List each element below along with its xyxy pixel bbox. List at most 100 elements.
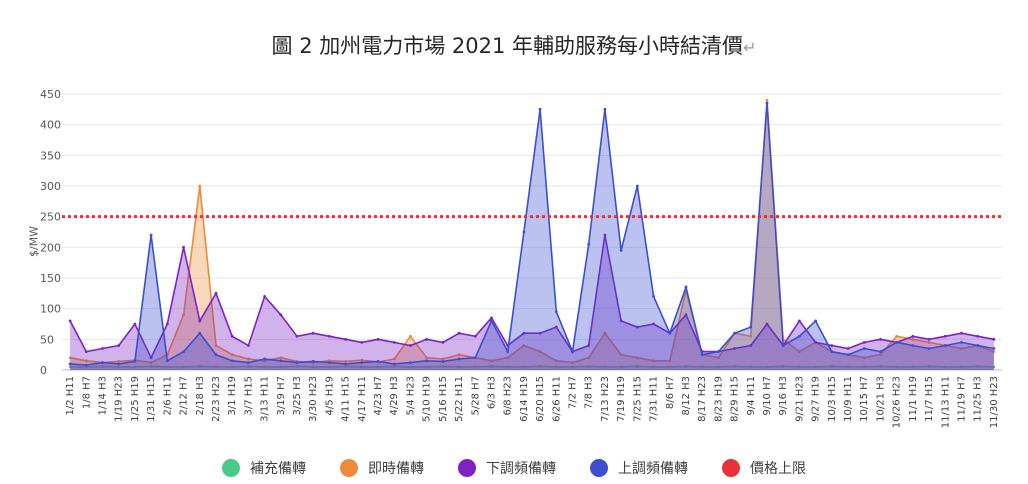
data-point [328, 365, 331, 369]
data-point [943, 334, 947, 338]
legend: 補充備轉 即時備轉 下調頻備轉 上調頻備轉 價格上限 [0, 458, 1028, 478]
data-point [68, 365, 72, 369]
data-point [473, 356, 477, 360]
data-point [165, 359, 169, 363]
data-point [976, 334, 980, 338]
legend-marker-icon [722, 459, 740, 477]
y-tick-labels: 0 50 100 150 200 250 300 350 400 450 [40, 88, 61, 377]
data-point [425, 337, 429, 341]
series-line [70, 365, 994, 368]
x-tick-label: 4/11 H15 [341, 376, 352, 422]
data-point [911, 365, 915, 369]
x-tick-label: 6/26 H11 [551, 376, 562, 422]
data-point [684, 285, 688, 289]
data-point [879, 350, 882, 353]
data-point [344, 364, 348, 368]
data-point [652, 295, 655, 298]
data-point [927, 364, 931, 368]
data-point [214, 365, 218, 369]
x-tick-label: 11/7 H15 [924, 376, 935, 422]
legend-marker-icon [222, 459, 240, 477]
x-tick-label: 8/12 H3 [681, 376, 692, 416]
data-point [733, 347, 736, 350]
x-tick-label: 4/5 H19 [324, 376, 335, 416]
data-point [246, 344, 250, 347]
data-point [68, 356, 72, 360]
x-tick-label: 9/4 H11 [746, 376, 757, 416]
x-tick-label: 6/20 H15 [535, 376, 546, 422]
data-point [198, 319, 202, 323]
data-point [344, 337, 348, 341]
data-point [117, 362, 121, 366]
data-point [133, 322, 137, 326]
data-point [554, 325, 558, 329]
data-point [230, 365, 234, 369]
data-point [165, 365, 169, 369]
data-point [700, 365, 704, 369]
x-tick-label: 11/25 H3 [973, 376, 984, 422]
data-point [587, 356, 591, 360]
data-point [992, 347, 996, 350]
x-tick-label: 1/25 H19 [130, 376, 141, 422]
data-point [862, 347, 866, 350]
data-point [149, 364, 153, 368]
x-tick-label: 2/6 H11 [162, 376, 173, 416]
data-point [765, 322, 769, 326]
x-tick-label: 5/28 H7 [470, 376, 481, 416]
data-point [230, 359, 234, 363]
data-point [344, 362, 348, 366]
x-tick-label: 2/18 H3 [195, 376, 206, 416]
data-point [522, 230, 526, 234]
data-point [360, 361, 364, 365]
x-tick-label: 3/30 H23 [308, 376, 319, 422]
data-point [149, 361, 153, 365]
data-point [263, 295, 266, 298]
data-point [214, 344, 218, 347]
x-tick-label: 3/19 H7 [276, 376, 287, 416]
legend-label: 價格上限 [750, 461, 806, 477]
data-point [911, 337, 915, 341]
data-point [295, 361, 299, 365]
data-point [230, 334, 234, 338]
data-point [668, 331, 672, 335]
data-point [344, 360, 348, 363]
data-point [716, 365, 720, 369]
data-point [571, 361, 574, 365]
data-point [879, 353, 882, 357]
data-point [279, 356, 283, 360]
x-tick-label: 8/23 H19 [713, 376, 724, 422]
data-point [198, 331, 202, 335]
data-point [862, 356, 866, 360]
data-point [895, 365, 899, 369]
x-tick-label: 7/31 H11 [649, 376, 660, 422]
data-point [328, 361, 331, 365]
data-point [749, 325, 753, 329]
data-point [765, 365, 769, 369]
x-tick-label: 1/14 H3 [98, 376, 109, 416]
data-point [101, 347, 104, 350]
x-tick-label: 1/19 H23 [114, 376, 125, 422]
y-tick-label: 400 [40, 119, 61, 132]
data-point [684, 313, 688, 317]
data-point [538, 107, 542, 111]
data-point [198, 184, 202, 188]
data-point [895, 334, 899, 338]
data-point [457, 331, 461, 335]
data-point [311, 360, 315, 363]
x-tick-label: 4/17 H11 [357, 376, 368, 422]
data-point [376, 337, 380, 341]
data-point [457, 365, 461, 369]
data-point [652, 322, 655, 326]
x-tick-label: 4/23 H7 [373, 376, 384, 416]
x-tick-label: 8/29 H15 [730, 376, 741, 422]
data-point [960, 347, 963, 350]
data-point [992, 350, 996, 353]
y-tick-label: 250 [40, 211, 61, 224]
x-tick-label: 10/26 H23 [892, 376, 903, 428]
data-point [765, 98, 769, 102]
data-point [84, 363, 88, 367]
x-tick-label: 3/1 H19 [227, 376, 238, 416]
y-tick-label: 450 [40, 88, 61, 101]
x-tick-label: 5/10 H19 [422, 376, 433, 422]
data-point [554, 365, 558, 369]
